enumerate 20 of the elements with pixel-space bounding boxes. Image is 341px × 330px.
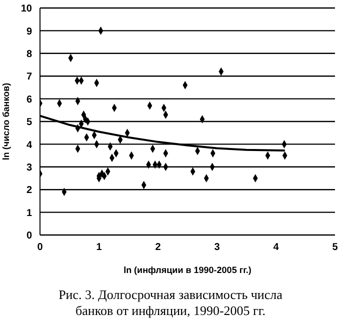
x-tick-label: 4: [273, 242, 280, 254]
x-tick-label: 1: [96, 242, 102, 254]
y-axis-title: ln (число банков): [1, 82, 12, 160]
text: Рис. 3. Долгосрочная зависимость числа банков от инфляции, 1990-2005 гг.: [58, 286, 284, 320]
y-tick-label: 5: [26, 117, 32, 128]
x-tick-label: 5: [332, 242, 338, 254]
x-tick-label: 2: [155, 242, 162, 254]
x-tick-label: 0: [37, 242, 44, 254]
x-axis-title: ln (инфляции в 1990-2005 гг.): [124, 265, 252, 275]
y-tick-label: 0: [26, 230, 32, 242]
y-tick-label: 6: [26, 94, 32, 106]
y-tick-label: 8: [26, 48, 32, 60]
y-tick-label: 10: [20, 4, 32, 15]
x-tick-label: 3: [214, 242, 220, 254]
y-tick-label: 4: [26, 140, 32, 151]
y-tick-label: 3: [26, 162, 32, 174]
y-tick-label: 2: [26, 185, 32, 196]
y-tick-label: 9: [26, 26, 32, 38]
y-tick-label: 1: [26, 208, 32, 219]
y-tick-label: 7: [26, 72, 32, 83]
